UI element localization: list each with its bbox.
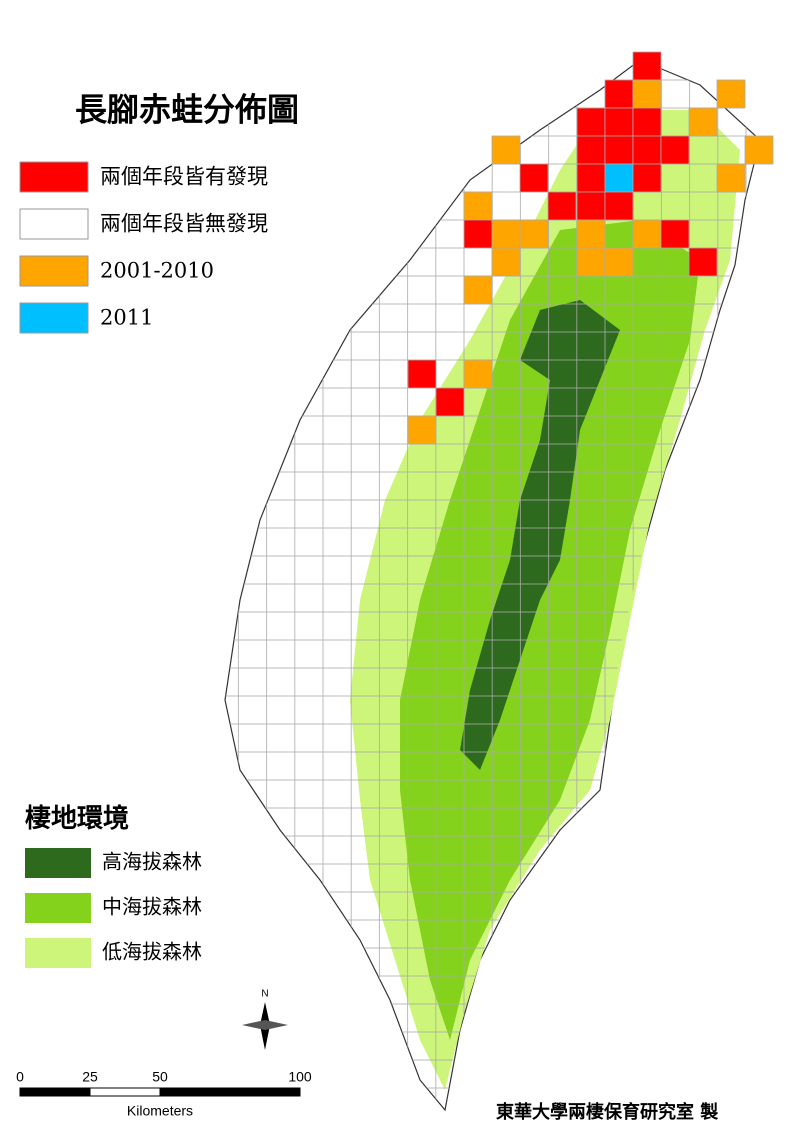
- survey-cell: [604, 191, 634, 221]
- habitat-swatch: [25, 938, 91, 968]
- scale-bar: 0 25 50 100 Kilometers: [16, 1069, 312, 1119]
- north-label: N: [261, 989, 268, 1000]
- survey-cell: [576, 247, 606, 277]
- survey-cell: [604, 247, 634, 277]
- survey-cell: [547, 191, 577, 221]
- habitat-label: 低海拔森林: [102, 940, 202, 964]
- survey-cell: [435, 387, 465, 417]
- survey-cell: [604, 79, 634, 109]
- survey-cell: [632, 79, 662, 109]
- habitat-label: 高海拔森林: [102, 850, 202, 874]
- legend-label: 2011: [100, 306, 153, 330]
- legend-swatch: [19, 208, 89, 240]
- survey-cell: [491, 219, 521, 249]
- legend-swatch: [19, 161, 89, 193]
- scale-segment: [89, 1087, 161, 1097]
- survey-cell: [576, 191, 606, 221]
- survey-cell: [632, 163, 662, 193]
- scale-segment: [19, 1087, 91, 1097]
- scale-label: 50: [152, 1069, 168, 1085]
- survey-cell: [491, 247, 521, 277]
- survey-cell: [604, 135, 634, 165]
- survey-cell: [660, 135, 690, 165]
- survey-cell: [716, 163, 746, 193]
- survey-cell: [632, 51, 662, 81]
- survey-cell: [576, 135, 606, 165]
- habitat-swatch: [25, 893, 91, 923]
- survey-cell: [632, 219, 662, 249]
- survey-cell: [407, 415, 437, 445]
- habitat-title: 棲地環境: [25, 803, 129, 834]
- scale-label: 100: [288, 1069, 312, 1085]
- survey-cell: [688, 107, 718, 137]
- legend-swatch: [19, 255, 89, 287]
- scale-label: 25: [82, 1069, 98, 1085]
- north-arrow: N: [242, 989, 288, 1050]
- survey-cell: [660, 219, 690, 249]
- survey-cell: [604, 163, 634, 193]
- arrow: [242, 1020, 288, 1030]
- legend-label: 兩個年段皆有發現: [100, 165, 268, 189]
- survey-cell: [716, 79, 746, 109]
- survey-cell: [463, 219, 493, 249]
- survey-cell: [576, 163, 606, 193]
- survey-cell: [632, 107, 662, 137]
- survey-cell: [519, 219, 549, 249]
- legend-label: 2001-2010: [100, 259, 214, 283]
- survey-cell: [604, 107, 634, 137]
- legend-label: 兩個年段皆無發現: [100, 212, 268, 236]
- scale-unit: Kilometers: [127, 1103, 193, 1119]
- credit: 東華大學兩棲保育研究室 製: [496, 1101, 718, 1123]
- survey-cell: [576, 219, 606, 249]
- scale-segment: [159, 1087, 301, 1097]
- habitat-label: 中海拔森林: [102, 895, 202, 919]
- survey-cell: [519, 163, 549, 193]
- scale-label: 0: [16, 1069, 24, 1085]
- survey-cell: [744, 135, 774, 165]
- survey-cell: [463, 359, 493, 389]
- map-title: 長腳赤蛙分佈圖: [75, 91, 299, 129]
- habitat-swatch: [25, 848, 91, 878]
- survey-cell: [463, 275, 493, 305]
- survey-cell: [632, 135, 662, 165]
- survey-cell: [491, 135, 521, 165]
- survey-cell: [407, 359, 437, 389]
- survey-cell: [576, 107, 606, 137]
- legend-swatch: [19, 302, 89, 334]
- survey-cell: [463, 191, 493, 221]
- survey-cell: [688, 247, 718, 277]
- survey-cells: [407, 51, 774, 445]
